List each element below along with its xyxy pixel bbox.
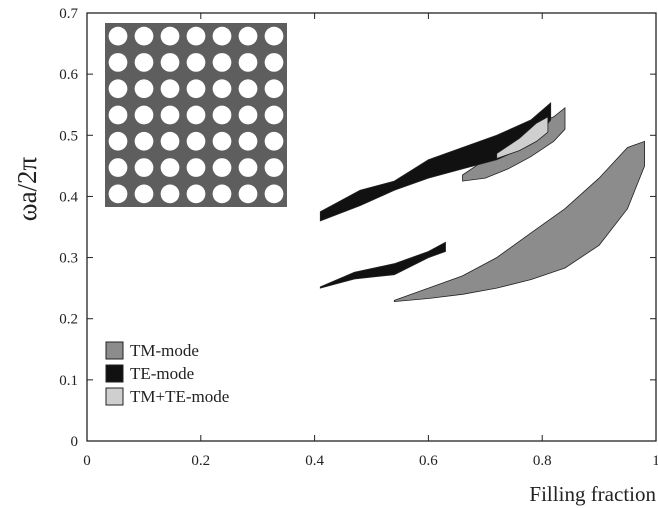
y-tick-label: 0.1	[59, 373, 78, 389]
x-axis-ticks: 0 0.2 0.4 0.6 0.8 1	[83, 13, 658, 469]
inset-hole	[238, 131, 258, 151]
inset-hole	[134, 79, 154, 99]
inset-hole	[134, 131, 154, 151]
inset-hole	[108, 184, 128, 204]
inset-hole	[160, 105, 180, 125]
inset-hole	[212, 53, 232, 72]
inset-hole	[108, 53, 128, 72]
inset-hole	[160, 79, 180, 99]
inset-hole	[186, 79, 206, 99]
x-tick-label: 0.8	[533, 453, 552, 469]
inset-hole	[212, 105, 232, 125]
inset-hole	[134, 26, 154, 46]
inset-hole	[160, 53, 180, 72]
inset-hole	[238, 158, 258, 177]
inset-hole	[238, 53, 258, 72]
inset-hole	[264, 105, 284, 125]
lattice-inset-icon	[105, 23, 287, 207]
inset-hole	[134, 53, 154, 72]
inset-hole	[186, 105, 206, 125]
y-tick-label: 0	[71, 434, 79, 450]
x-tick-label: 1	[652, 453, 658, 469]
inset-hole	[186, 26, 206, 46]
x-tick-label: 0	[83, 453, 91, 469]
inset-hole	[264, 158, 284, 177]
inset-hole	[108, 79, 128, 99]
x-tick-label: 0.6	[419, 453, 438, 469]
plot-frame	[86, 12, 657, 442]
inset-hole	[212, 158, 232, 177]
inset-hole	[108, 105, 128, 125]
legend-swatch	[105, 341, 124, 360]
y-tick-label: 0.7	[59, 6, 78, 22]
inset-hole	[212, 26, 232, 46]
y-axis-ticks: 0 0.1 0.2 0.3 0.4 0.5 0.6 0.7	[59, 6, 656, 450]
inset-hole	[264, 79, 284, 99]
legend-label: TE-mode	[130, 364, 194, 383]
inset-hole	[160, 184, 180, 204]
band-tm-te-mode	[496, 116, 549, 160]
inset-hole	[108, 131, 128, 151]
x-axis-label: Filling fraction	[529, 482, 656, 506]
y-tick-label: 0.5	[59, 128, 78, 144]
inset-hole	[238, 79, 258, 99]
band-te-mode	[319, 241, 446, 289]
y-axis-label: ωa/2π	[12, 156, 42, 221]
inset-hole	[212, 79, 232, 99]
band-tm-mode	[393, 140, 645, 303]
inset-hole	[160, 158, 180, 177]
inset-hole	[108, 158, 128, 177]
inset-hole	[108, 26, 128, 46]
inset-hole	[134, 105, 154, 125]
x-tick-label: 0.2	[191, 453, 210, 469]
legend-swatch	[105, 387, 124, 406]
inset-hole	[186, 131, 206, 151]
inset-hole	[264, 26, 284, 46]
inset-hole	[160, 26, 180, 46]
inset-hole	[264, 53, 284, 72]
inset-hole	[264, 131, 284, 151]
inset-hole	[186, 184, 206, 204]
y-tick-label: 0.4	[59, 189, 78, 205]
inset-hole	[134, 158, 154, 177]
inset-hole	[264, 184, 284, 204]
y-tick-label: 0.3	[59, 251, 78, 267]
legend-label: TM-mode	[130, 341, 199, 360]
legend-label: TM+TE-mode	[130, 387, 229, 406]
legend: TM-mode TE-mode TM+TE-mode	[105, 341, 229, 406]
y-tick-label: 0.6	[59, 67, 78, 83]
inset-hole	[186, 158, 206, 177]
inset-hole	[238, 105, 258, 125]
inset-hole	[212, 131, 232, 151]
inset-hole	[134, 184, 154, 204]
band-te-mode	[319, 102, 552, 222]
inset-hole	[212, 184, 232, 204]
band-regions	[319, 102, 645, 303]
y-tick-label: 0.2	[59, 312, 78, 328]
inset-hole	[238, 184, 258, 204]
x-tick-label: 0.4	[305, 453, 324, 469]
inset-hole	[238, 26, 258, 46]
inset-hole	[160, 131, 180, 151]
legend-swatch	[105, 364, 124, 383]
inset-hole	[186, 53, 206, 72]
